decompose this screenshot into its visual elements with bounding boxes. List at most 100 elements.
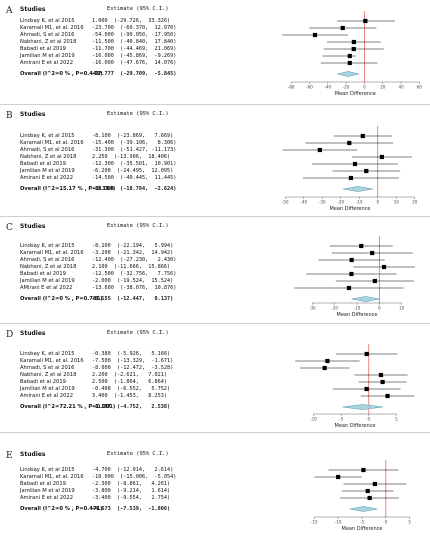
forest-plot-e: -15 -10 -5 0 5 Mean Difference (311, 460, 411, 532)
study-name: Jamilian M et al 2019 (20, 488, 75, 494)
study-estimate: -4.700 (-12.014, 2.614) (92, 467, 174, 473)
study-estimate: 2.100 (-11.666, 15.866) (92, 264, 171, 270)
study-name: Babadi et al 2019 (20, 46, 66, 52)
study-point-estimate (372, 481, 377, 487)
study-estimate: -10.000 (-15.006, -5.054) (92, 474, 177, 480)
x-tick-label: 0 (363, 85, 366, 90)
overall-label: Overall (I^2=0 % , P=0.449) (20, 71, 103, 77)
study-estimate: 2.250 (-13.906, 18.406) (92, 154, 171, 160)
estimate-header: Estimate (95% C.I.) (107, 111, 169, 117)
study-estimate: -12.300 (-35.501, 10.901) (92, 161, 177, 167)
study-estimate: -3.400 (-9.554, 2.754) (92, 495, 171, 501)
study-point-estimate (312, 32, 318, 38)
study-estimate: -12.500 (-32.756, 7.756) (92, 271, 177, 277)
studies-header: Studies (20, 451, 46, 458)
study-name: Jamilian M et al 2019 (20, 168, 75, 174)
forest-plot-b: -50 -40 -30 -20 -10 0 10 20 Mean Difference (282, 126, 418, 212)
study-estimate: -31.300 (-51.427, -11.173) (92, 147, 177, 153)
x-tick-label: 10 (394, 200, 400, 205)
study-estimate: -0.380 (-5.926, 5.166) (92, 351, 171, 357)
forest-panel-e: E Studies Estimate (95% C.I.) Lindsay K,… (0, 432, 430, 551)
study-estimate: -13.600 (-38.076, 10.876) (92, 285, 177, 291)
study-estimate: -11.700 (-44.469, 21.069) (92, 46, 177, 52)
panel-letter: C (6, 223, 13, 233)
study-point-estimate (372, 278, 377, 284)
study-estimate: -2.000 (-19.524, 15.524) (92, 278, 174, 284)
x-tick-label: -10 (310, 417, 317, 422)
x-tick-label: -20 (337, 200, 344, 205)
study-point-estimate (378, 372, 384, 378)
study-name: Babadi et al 2019 (20, 161, 66, 167)
study-estimate: -3.800 (-9.214, 1.614) (92, 488, 171, 494)
study-name: Ahmadi, S et al 2016 (20, 365, 75, 371)
study-name: Jamilian M et al 2019 (20, 53, 75, 59)
forest-panel-d: D Studies Estimate (95% C.I.) Lindsay K,… (0, 323, 430, 433)
overall-label: Overall (I^2=72.21 % , P=0.001) (20, 404, 116, 410)
study-name: Jamilian M et al 2019 (20, 278, 75, 284)
study-estimate: -8.100 (-22.194, 5.994) (92, 243, 174, 249)
overall-label: Overall (I^2=15.17 % , P=0.314) (20, 186, 116, 192)
study-point-estimate (370, 250, 375, 256)
study-estimate: -54.000 (-90.050, -17.950) (92, 32, 177, 38)
x-tick-label: 0 (385, 520, 388, 525)
overall-diamond (349, 506, 378, 512)
study-point-estimate (365, 488, 370, 494)
study-name: Jamilian M et al 2019 (20, 386, 75, 392)
x-axis-title: Mean Difference (342, 526, 383, 532)
x-axis-title: Mean Difference (335, 423, 376, 429)
study-name: Ahmadi, S et al 2016 (20, 32, 75, 38)
study-name: AMirani E et al 2022 (20, 285, 73, 291)
study-name: Lindsay K, et al 2015 (20, 18, 75, 24)
study-point-estimate (385, 393, 390, 399)
study-estimate: -8.100 (-23.869, 7.669) (92, 133, 174, 139)
study-estimate: -2.300 (-8.861, 4.261) (92, 481, 171, 487)
study-point-estimate (347, 140, 352, 146)
study-estimate: -16.000 (-47.676, 14.076) (92, 60, 177, 66)
study-estimate: 2.500 (-1.864, 6.864) (92, 379, 167, 385)
study-name: Lindsay K, et al 2015 (20, 351, 75, 357)
x-tick-label: -10 (335, 520, 342, 525)
study-estimate: -23.700 (-60.370, 12.970) (92, 25, 177, 31)
studies-header: Studies (20, 111, 46, 118)
x-tick-label: -10 (354, 306, 361, 311)
x-tick-label: -5 (339, 417, 343, 422)
study-estimate: -16.000 (-45.869, -9.269) (92, 53, 177, 59)
estimate-header: Estimate (95% C.I.) (107, 223, 169, 229)
study-point-estimate (359, 243, 364, 249)
study-estimate: -11.500 (-40.840, 17.840) (92, 39, 177, 45)
x-tick-label: 5 (408, 520, 411, 525)
x-tick-label: 40 (399, 85, 405, 90)
study-point-estimate (380, 379, 385, 385)
x-axis-title: Mean Difference (337, 312, 378, 318)
study-point-estimate (367, 495, 372, 501)
x-tick-label: -20 (331, 306, 338, 311)
study-name: Amirani E et al 2022 (20, 393, 74, 399)
study-name: Karamali M1, et al. 2016 (20, 474, 84, 480)
study-name: Lindsay K, et al 2015 (20, 243, 75, 249)
study-estimate: -0.400 (-6.552, 5.752) (92, 386, 171, 392)
study-estimate: -3.200 (-21.342, 14.942) (92, 250, 174, 256)
study-point-estimate (325, 358, 330, 364)
study-estimate: 1.000 (-29.726, 33.326) (92, 18, 171, 24)
study-point-estimate (363, 18, 368, 24)
x-tick-label: -80 (288, 85, 295, 90)
study-estimate: -8.000 (-12.472, -3.528) (92, 365, 174, 371)
forest-plot-c: -30 -20 -10 0 10 Mean Difference (294, 236, 415, 318)
study-point-estimate (346, 285, 352, 291)
x-tick-label: 20 (412, 200, 418, 205)
study-name: Nabhani, Z et al 2018 (20, 154, 77, 160)
x-tick-label: 60 (417, 85, 423, 90)
x-tick-label: 0 (378, 306, 381, 311)
overall-label: Overall (I^2=0 % , P=0.785) (20, 296, 103, 302)
overall-label: Overall (I^2=0 % , P=0.471) (20, 506, 103, 512)
overall-estimate: -6.155 (-12.447, 0.137) (92, 296, 174, 302)
forest-panel-c: C Studies Estimate (95% C.I.) Lindsay K,… (0, 216, 430, 324)
x-tick-label: -30 (309, 306, 316, 311)
study-name: Babadi et al 2019 (20, 481, 66, 487)
x-tick-label: 0 (376, 200, 379, 205)
x-tick-label: -50 (282, 200, 289, 205)
study-point-estimate (349, 271, 354, 277)
x-tick-label: 10 (399, 306, 405, 311)
study-estimate: -14.500 (-40.445, 11.445) (92, 175, 177, 181)
x-tick-label: -5 (360, 520, 364, 525)
